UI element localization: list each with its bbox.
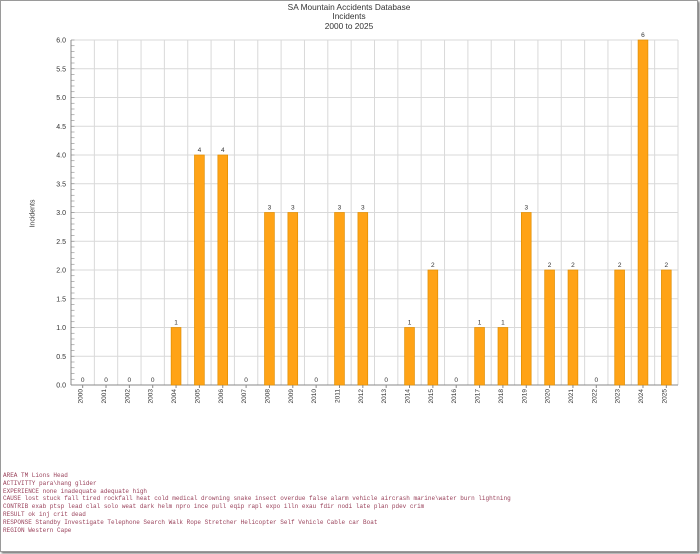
svg-text:4: 4 (221, 147, 225, 154)
svg-text:2010: 2010 (311, 389, 318, 404)
svg-text:0: 0 (384, 377, 388, 384)
svg-text:3.5: 3.5 (56, 181, 66, 188)
svg-text:4.0: 4.0 (56, 153, 66, 160)
svg-text:0.0: 0.0 (56, 383, 66, 390)
svg-text:5.0: 5.0 (56, 95, 66, 102)
svg-text:2016: 2016 (451, 389, 458, 404)
svg-text:6: 6 (641, 32, 645, 39)
svg-text:0: 0 (314, 377, 318, 384)
svg-text:0: 0 (104, 377, 108, 384)
svg-text:2007: 2007 (241, 389, 248, 404)
svg-text:2: 2 (548, 262, 552, 269)
svg-text:2004: 2004 (171, 389, 178, 404)
svg-text:3: 3 (524, 205, 528, 212)
svg-text:2.0: 2.0 (56, 268, 66, 275)
svg-text:2024: 2024 (638, 389, 645, 404)
svg-text:2018: 2018 (498, 389, 505, 404)
svg-text:2001: 2001 (101, 389, 108, 404)
svg-text:2011: 2011 (334, 389, 341, 403)
svg-text:0: 0 (128, 377, 132, 384)
svg-text:2003: 2003 (148, 389, 155, 404)
svg-text:2023: 2023 (615, 389, 622, 404)
svg-text:3: 3 (361, 205, 365, 212)
svg-text:3: 3 (291, 205, 295, 212)
svg-text:2008: 2008 (264, 389, 271, 404)
svg-text:2005: 2005 (194, 389, 201, 404)
svg-text:2025: 2025 (661, 389, 668, 404)
svg-text:0.5: 0.5 (56, 354, 66, 361)
svg-text:2014: 2014 (405, 389, 412, 404)
svg-text:3: 3 (268, 205, 272, 212)
svg-text:1.5: 1.5 (56, 296, 66, 303)
svg-text:2: 2 (571, 262, 575, 269)
svg-text:5.5: 5.5 (56, 66, 66, 73)
svg-text:1: 1 (174, 320, 178, 327)
svg-text:3: 3 (338, 205, 342, 212)
svg-text:2: 2 (665, 262, 669, 269)
svg-text:0: 0 (81, 377, 85, 384)
svg-text:0: 0 (244, 377, 248, 384)
svg-text:2006: 2006 (218, 389, 225, 404)
svg-text:2022: 2022 (591, 389, 598, 404)
svg-text:2015: 2015 (428, 389, 435, 404)
svg-text:1: 1 (501, 320, 505, 327)
svg-text:2019: 2019 (521, 389, 528, 404)
svg-text:0: 0 (594, 377, 598, 384)
svg-text:1: 1 (478, 320, 482, 327)
svg-text:2012: 2012 (358, 389, 365, 404)
svg-text:3.0: 3.0 (56, 210, 66, 217)
svg-text:2: 2 (618, 262, 622, 269)
svg-text:2013: 2013 (381, 389, 388, 404)
svg-text:1.0: 1.0 (56, 325, 66, 332)
svg-text:2000: 2000 (78, 389, 85, 404)
svg-text:2021: 2021 (568, 389, 575, 404)
svg-text:2009: 2009 (288, 389, 295, 404)
svg-text:0: 0 (151, 377, 155, 384)
svg-text:6.0: 6.0 (56, 38, 66, 45)
svg-text:0: 0 (454, 377, 458, 384)
svg-text:2020: 2020 (545, 389, 552, 404)
svg-text:2.5: 2.5 (56, 239, 66, 246)
svg-text:4: 4 (198, 147, 202, 154)
svg-text:2002: 2002 (124, 389, 131, 404)
svg-text:4.5: 4.5 (56, 124, 66, 131)
svg-text:2017: 2017 (475, 389, 482, 404)
svg-text:2: 2 (431, 262, 435, 269)
svg-text:1: 1 (408, 320, 412, 327)
